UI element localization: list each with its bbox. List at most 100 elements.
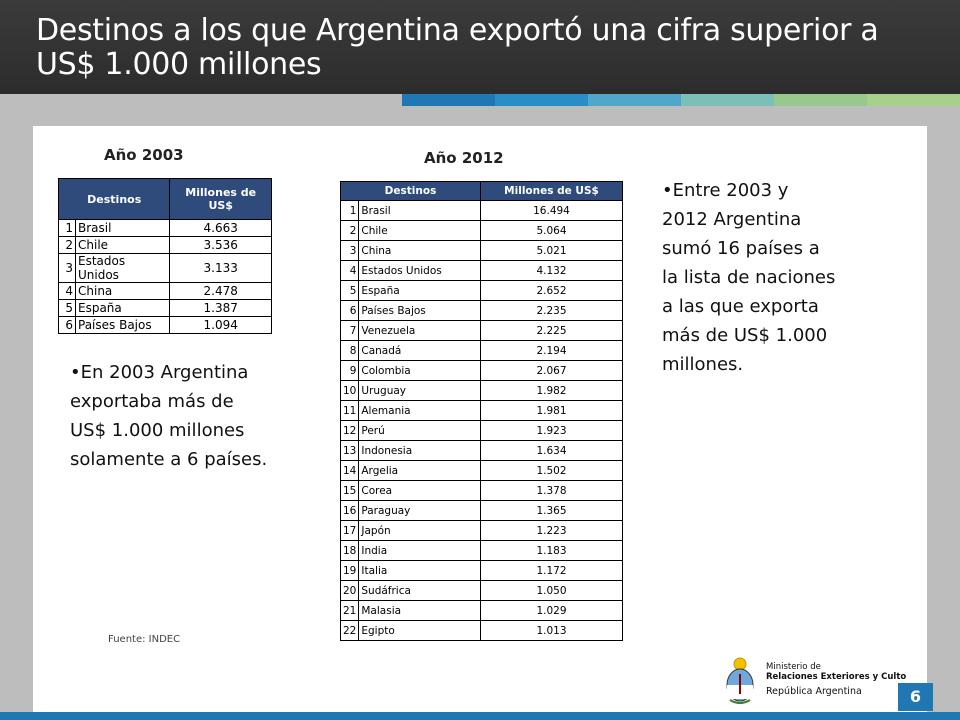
row-number: 16 — [339, 500, 360, 521]
table-row: 9 Colombia 2.067 — [339, 360, 623, 381]
country-cell: Sudáfrica — [358, 580, 481, 601]
table-row: 3 China 5.021 — [339, 240, 623, 261]
value-cell: 1.029 — [480, 600, 623, 621]
table-row: 17 Japón 1.223 — [339, 520, 623, 541]
table-row: 18 India 1.183 — [339, 540, 623, 561]
row-number: 1 — [58, 219, 76, 237]
table-2003: Destinos Millones de US$ 1 Brasil 4.663 2 Ch… — [57, 178, 272, 334]
stripe-segment — [495, 94, 588, 106]
row-number: 13 — [339, 440, 360, 461]
table-row: 5 España 1.387 — [58, 299, 272, 317]
row-number: 18 — [339, 540, 360, 561]
table-row: 13 Indonesia 1.634 — [339, 440, 623, 461]
table-row: 3 Estados Unidos 3.133 — [58, 253, 272, 283]
table-row: 8 Canadá 2.194 — [339, 340, 623, 361]
value-cell: 5.021 — [480, 240, 623, 261]
table-row: 15 Corea 1.378 — [339, 480, 623, 501]
logo-line-3: República Argentina — [766, 686, 862, 697]
bottom-bar — [0, 712, 960, 720]
logo-line-2: Relaciones Exteriores y Culto — [766, 672, 907, 682]
row-number: 8 — [339, 340, 360, 361]
row-number: 5 — [58, 299, 76, 317]
value-cell: 1.982 — [480, 380, 623, 401]
value-cell: 4.132 — [480, 260, 623, 281]
value-cell: 1.172 — [480, 560, 623, 581]
year-2012-label: Año 2012 — [424, 149, 504, 167]
bullet-2003: •En 2003 Argentina exportaba más de US$ … — [70, 362, 268, 470]
row-number: 22 — [339, 620, 360, 641]
country-cell: Paraguay — [358, 500, 481, 521]
table-row: 22 Egipto 1.013 — [339, 620, 623, 641]
stripe-segment — [588, 94, 681, 106]
value-cell: 1.223 — [480, 520, 623, 541]
row-number: 9 — [339, 360, 360, 381]
country-cell: Estados Unidos — [74, 253, 171, 283]
table-row: 19 Italia 1.172 — [339, 560, 623, 581]
value-cell: 16.494 — [480, 200, 623, 221]
stripe-segment — [402, 94, 495, 106]
country-cell: Egipto — [358, 620, 481, 641]
country-cell: Corea — [358, 480, 481, 501]
table-row: 2 Chile 3.536 — [58, 236, 272, 254]
header-destinos: Destinos — [57, 178, 171, 220]
value-cell: 2.225 — [480, 320, 623, 341]
row-number: 2 — [339, 220, 360, 241]
title-bar: Destinos a los que Argentina exportó una… — [0, 0, 960, 94]
stripe-segment — [774, 94, 867, 106]
table-row: 2 Chile 5.064 — [339, 220, 623, 241]
header-millones: Millones de US$ — [480, 181, 623, 201]
value-cell: 1.923 — [480, 420, 623, 441]
table-row: 10 Uruguay 1.982 — [339, 380, 623, 401]
row-number: 3 — [58, 253, 76, 283]
row-number: 5 — [339, 280, 360, 301]
country-cell: Venezuela — [358, 320, 481, 341]
table-row: 14 Argelia 1.502 — [339, 460, 623, 481]
table-row: 4 Estados Unidos 4.132 — [339, 260, 623, 281]
table-row: 6 Países Bajos 2.235 — [339, 300, 623, 321]
row-number: 21 — [339, 600, 360, 621]
country-cell: Países Bajos — [74, 316, 171, 334]
country-cell: España — [358, 280, 481, 301]
country-cell: España — [74, 299, 171, 317]
table-row: 1 Brasil 4.663 — [58, 219, 272, 237]
table-row: 20 Sudáfrica 1.050 — [339, 580, 623, 601]
value-cell: 1.013 — [480, 620, 623, 641]
row-number: 4 — [339, 260, 360, 281]
table-row: 1 Brasil 16.494 — [339, 200, 623, 221]
row-number: 14 — [339, 460, 360, 481]
country-cell: Estados Unidos — [358, 260, 481, 281]
value-cell: 1.365 — [480, 500, 623, 521]
table-row: 11 Alemania 1.981 — [339, 400, 623, 421]
country-cell: Países Bajos — [358, 300, 481, 321]
value-cell: 2.067 — [480, 360, 623, 381]
table-row: 6 Países Bajos 1.094 — [58, 316, 272, 334]
table-row: 7 Venezuela 2.225 — [339, 320, 623, 341]
year-2003-label: Año 2003 — [104, 146, 184, 164]
logo-line-1: Ministerio de — [766, 662, 821, 672]
table-row: 5 España 2.652 — [339, 280, 623, 301]
country-cell: Alemania — [358, 400, 481, 421]
value-cell: 1.981 — [480, 400, 623, 421]
value-cell: 1.050 — [480, 580, 623, 601]
country-cell: India — [358, 540, 481, 561]
country-cell: Japón — [358, 520, 481, 541]
country-cell: Chile — [74, 236, 171, 254]
value-cell: 1.378 — [480, 480, 623, 501]
header-millones: Millones de US$ — [169, 178, 272, 220]
value-cell: 5.064 — [480, 220, 623, 241]
country-cell: China — [358, 240, 481, 261]
country-cell: Argelia — [358, 460, 481, 481]
stripe-segment — [867, 94, 960, 106]
row-number: 20 — [339, 580, 360, 601]
country-cell: Italia — [358, 560, 481, 581]
header-destinos: Destinos — [340, 181, 481, 201]
table-row: 16 Paraguay 1.365 — [339, 500, 623, 521]
color-stripes — [402, 94, 960, 106]
bullet-2012: •Entre 2003 y 2012 Argentina sumó 16 paí… — [662, 180, 836, 375]
ministry-logo: Ministerio de Relaciones Exteriores y Cu… — [716, 650, 906, 710]
table-row: 4 China 2.478 — [58, 282, 272, 300]
row-number: 12 — [339, 420, 360, 441]
value-cell: 1.183 — [480, 540, 623, 561]
row-number: 19 — [339, 560, 360, 581]
country-cell: Canadá — [358, 340, 481, 361]
